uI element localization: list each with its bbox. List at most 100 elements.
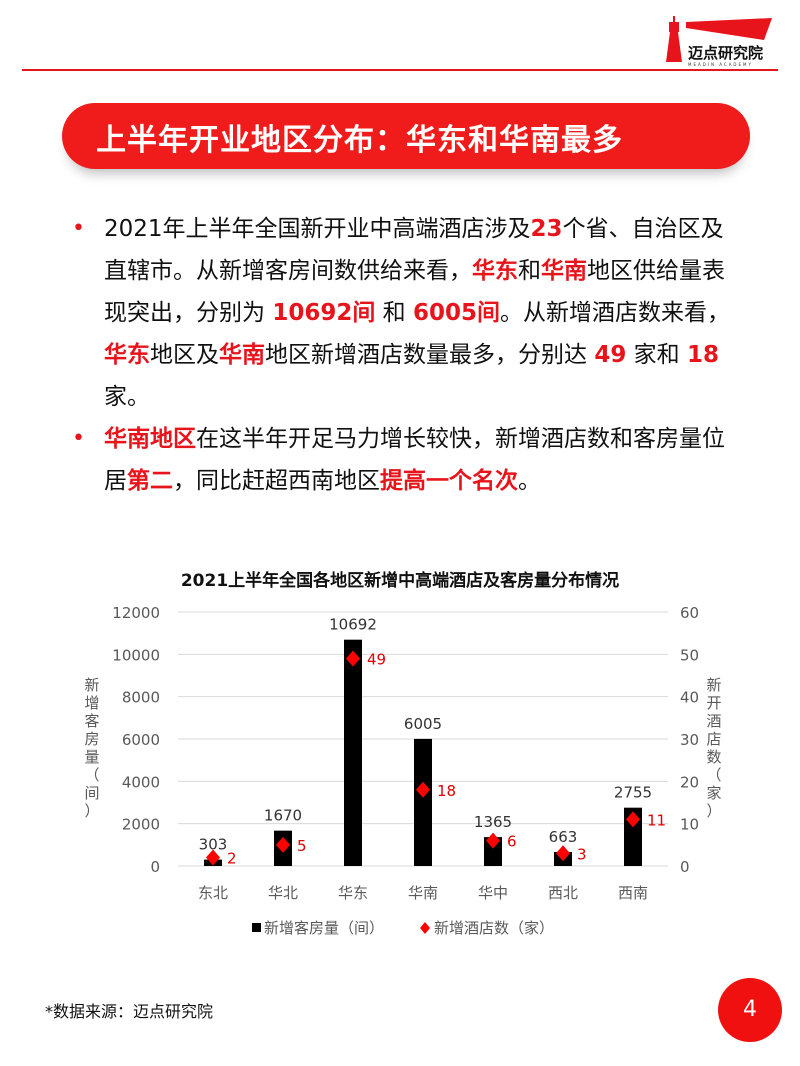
bar-data-label: 6005 [404,715,442,733]
body-text: 地区新增酒店数量最多，分别达 [265,342,595,368]
y-tick-label: 12000 [112,604,160,622]
y2-tick-label: 30 [680,731,699,749]
body-text: 和 [518,258,541,284]
y-axis-title-char: 增 [84,694,99,712]
highlight-text: 49 [594,342,627,368]
body-text: 家。 [104,384,150,410]
hotel-count-marker [346,650,360,667]
bar-data-label: 1670 [264,807,302,825]
y-axis-title-char: 新 [84,676,99,694]
hotel-count-marker [626,811,640,828]
y-axis-title-char: ） [84,802,99,820]
body-text: 在这半年开足马力增长较快，新增酒店数和客房量位居 [104,426,725,494]
body-text: 。从新增酒店数来看， [499,300,730,326]
bar-data-label: 2755 [614,784,652,802]
y-tick-label: 2000 [122,816,160,834]
y2-axis-title-char: 新 [706,676,721,694]
y2-tick-label: 50 [680,646,699,664]
y2-tick-label: 40 [680,689,699,707]
highlight-text: 华南 [541,258,587,284]
hotel-count-marker [486,832,500,849]
bar-data-label: 303 [199,836,228,854]
highlight-text: 提高一个名次 [380,468,518,494]
data-source: *数据来源：迈点研究院 [45,1002,214,1021]
y-tick-label: 10000 [112,646,160,664]
body-text: 2021年上半年全国新开业中高端酒店涉及 [104,216,531,242]
y2-axis-title-char: ） [706,802,721,820]
bar [344,639,362,866]
highlight-text: 6005间 [412,300,500,326]
y2-axis-title-char: 酒 [706,712,721,730]
marker-data-label: 49 [367,651,386,669]
y-axis-title-char: （ [84,766,99,784]
bar-data-label: 663 [549,828,578,846]
body-text: 个省、自治区及直辖市。从新增客房间数供给来看， [104,216,724,284]
hotel-count-marker [556,845,570,862]
marker-data-label: 6 [507,833,517,851]
body-text: 和 [375,300,413,326]
bar [414,738,432,866]
y2-axis-title-char: 开 [706,694,721,712]
x-tick-label: 西北 [548,884,578,902]
y2-tick-label: 20 [680,773,699,791]
y-tick-label: 0 [150,858,160,876]
body-text: ，同比赶超西南地区 [173,468,380,494]
marker-data-label: 18 [437,782,456,800]
highlight-text: 华东 [104,342,150,368]
y2-tick-label: 60 [680,604,699,622]
y-axis-title-char: 间 [84,784,99,802]
highlight-text: 23 [530,216,563,242]
bar-data-label: 10692 [329,616,377,634]
banner-title: 上半年开业地区分布：华东和华南最多 [96,123,623,158]
svg-text:迈点研究院: 迈点研究院 [688,44,763,62]
chart-title: 2021上半年全国各地区新增中高端酒店及客房量分布情况 [180,571,620,591]
legend-bar-swatch-icon [252,923,261,932]
y-tick-label: 4000 [122,773,160,791]
page-number: 4 [718,978,782,1042]
legend-label: 新增酒店数（家） [434,919,554,937]
hotel-count-marker [206,849,220,866]
body-text: 地区供给量表现突出，分别为 [104,258,725,326]
y2-axis-title-char: 家 [706,784,721,802]
bullet-list: • 2021年上半年全国新开业中高端酒店涉及23个省、自治区及直辖市。从新增客房间… [72,208,742,502]
x-tick-label: 西南 [618,884,648,902]
highlight-text: 18 [686,342,719,368]
x-tick-label: 华南 [408,884,438,902]
y-tick-label: 8000 [122,689,160,707]
bullet-item: • 2021年上半年全国新开业中高端酒店涉及23个省、自治区及直辖市。从新增客房间… [72,208,742,418]
highlight-text: 10692间 [272,300,376,326]
y2-axis-title-char: 店 [706,730,721,748]
y-axis-title-char: 客 [84,712,99,730]
y2-tick-label: 10 [680,816,699,834]
highlight-text: 第二 [127,468,173,494]
y2-axis-title-char: 数 [706,748,721,766]
bar [484,837,502,866]
x-tick-label: 华北 [268,884,298,902]
svg-text:MEADIN ACADEMY: MEADIN ACADEMY [688,62,753,67]
y-axis-title-char: 房 [84,730,99,748]
x-tick-label: 华中 [478,884,508,902]
section-banner: 上半年开业地区分布：华东和华南最多 [62,103,750,169]
bullet-dot-icon: • [72,426,85,451]
body-text: 。 [518,468,541,494]
highlight-text: 华南 [219,342,265,368]
meadin-logo: 迈点研究院 MEADIN ACADEMY [666,16,772,67]
body-text: 家和 [626,342,687,368]
legend-label: 新增客房量（间） [264,919,384,937]
body-text: 地区及 [150,342,219,368]
bullet-item: • 华南地区在这半年开足马力增长较快，新增酒店数和客房量位居第二，同比赶超西南地区… [72,418,742,502]
bullet-dot-icon: • [72,216,85,241]
y-tick-label: 6000 [122,731,160,749]
marker-data-label: 5 [297,837,307,855]
highlight-text: 华南地区 [104,426,196,452]
y-axis-title-char: 量 [84,748,99,766]
hotel-count-marker [416,781,430,798]
chart: 0 0 2000 10 4000 20 6000 30 8000 40 10000 50 12000 60… [84,604,721,937]
header-divider [22,69,778,71]
marker-data-label: 2 [227,850,237,868]
x-tick-label: 华东 [338,884,368,902]
marker-data-label: 3 [577,845,587,863]
bar-data-label: 1365 [474,813,512,831]
y2-tick-label: 0 [680,858,690,876]
x-tick-label: 东北 [198,884,228,902]
